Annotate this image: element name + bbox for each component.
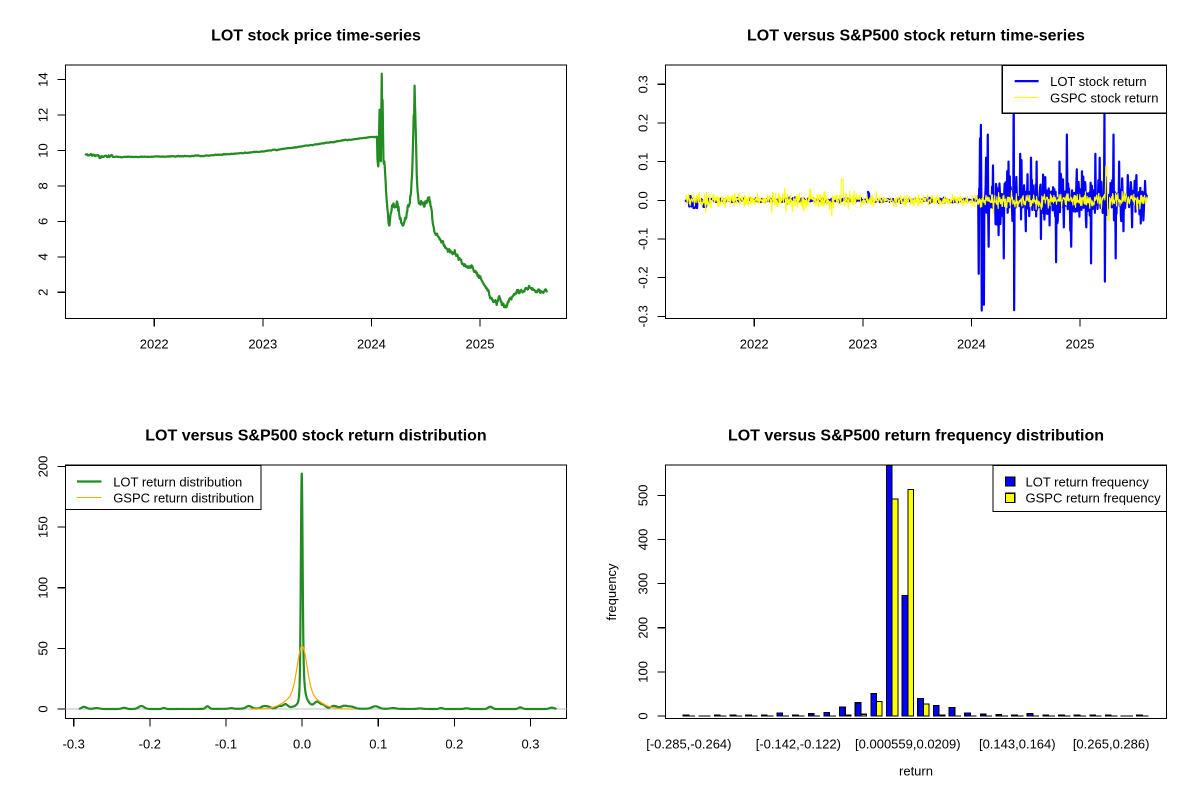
svg-text:[0.265,0.286): [0.265,0.286) xyxy=(1073,736,1150,751)
svg-text:LOT stock price time-series: LOT stock price time-series xyxy=(211,28,421,45)
svg-text:0.0: 0.0 xyxy=(293,736,311,751)
svg-text:LOT versus S&P500 return frequ: LOT versus S&P500 return frequency distr… xyxy=(728,428,1104,445)
svg-text:0.2: 0.2 xyxy=(636,114,651,132)
svg-text:-0.1: -0.1 xyxy=(636,228,651,250)
svg-text:2022: 2022 xyxy=(140,336,169,351)
svg-text:2023: 2023 xyxy=(248,336,277,351)
svg-text:2025: 2025 xyxy=(466,336,495,351)
svg-text:[-0.285,-0.264): [-0.285,-0.264) xyxy=(646,736,731,751)
svg-text:frequency: frequency xyxy=(604,563,619,621)
svg-text:-0.2: -0.2 xyxy=(139,736,161,751)
svg-text:100: 100 xyxy=(636,661,651,683)
svg-text:50: 50 xyxy=(36,641,51,655)
svg-text:[0.000559,0.0209): [0.000559,0.0209) xyxy=(855,736,961,751)
svg-text:LOT versus S&P500 stock return: LOT versus S&P500 stock return distribut… xyxy=(145,428,486,445)
svg-text:14: 14 xyxy=(36,72,51,86)
svg-text:200: 200 xyxy=(636,617,651,639)
svg-text:0.0: 0.0 xyxy=(636,191,651,209)
svg-text:LOT stock return: LOT stock return xyxy=(1050,74,1147,89)
svg-text:[-0.142,-0.122): [-0.142,-0.122) xyxy=(756,736,841,751)
svg-text:GSPC stock return: GSPC stock return xyxy=(1050,90,1158,105)
svg-text:8: 8 xyxy=(36,182,51,189)
svg-text:LOT return distribution: LOT return distribution xyxy=(113,474,242,489)
svg-text:10: 10 xyxy=(36,143,51,157)
svg-text:-0.1: -0.1 xyxy=(215,736,237,751)
svg-text:2022: 2022 xyxy=(740,336,769,351)
svg-text:0.3: 0.3 xyxy=(636,75,651,93)
svg-text:2024: 2024 xyxy=(357,336,386,351)
svg-text:2025: 2025 xyxy=(1066,336,1095,351)
svg-text:-0.2: -0.2 xyxy=(636,266,651,288)
svg-text:LOT versus S&P500 stock return: LOT versus S&P500 stock return time-seri… xyxy=(747,28,1085,45)
svg-text:0.1: 0.1 xyxy=(636,153,651,171)
svg-text:GSPC return distribution: GSPC return distribution xyxy=(113,491,254,506)
svg-text:0.2: 0.2 xyxy=(445,736,463,751)
svg-text:150: 150 xyxy=(36,516,51,538)
svg-text:2024: 2024 xyxy=(957,336,986,351)
svg-text:300: 300 xyxy=(636,573,651,595)
svg-text:200: 200 xyxy=(36,456,51,478)
svg-text:0: 0 xyxy=(36,705,51,712)
svg-text:2023: 2023 xyxy=(848,336,877,351)
svg-text:2: 2 xyxy=(36,289,51,296)
svg-text:-0.3: -0.3 xyxy=(636,305,651,327)
svg-text:return: return xyxy=(899,764,933,779)
svg-text:0.1: 0.1 xyxy=(369,736,387,751)
svg-text:0.3: 0.3 xyxy=(521,736,539,751)
svg-text:[0.143,0.164): [0.143,0.164) xyxy=(979,736,1056,751)
svg-text:500: 500 xyxy=(636,485,651,507)
svg-text:400: 400 xyxy=(636,529,651,551)
svg-text:-0.3: -0.3 xyxy=(63,736,85,751)
svg-text:0: 0 xyxy=(636,712,651,719)
svg-text:6: 6 xyxy=(36,218,51,225)
svg-text:100: 100 xyxy=(36,577,51,599)
svg-text:12: 12 xyxy=(36,108,51,122)
svg-text:4: 4 xyxy=(36,253,51,260)
svg-text:GSPC return frequency: GSPC return frequency xyxy=(1026,491,1162,506)
svg-text:LOT return frequency: LOT return frequency xyxy=(1026,474,1150,489)
